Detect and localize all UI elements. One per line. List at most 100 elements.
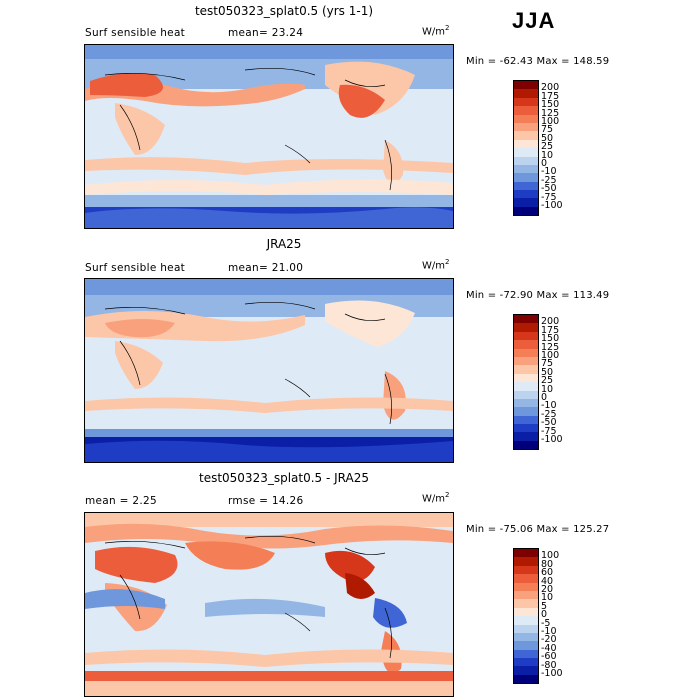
colorbar-tick-label: -10	[541, 400, 557, 412]
panel-1-title: test050323_splat0.5 (yrs 1-1)	[194, 4, 374, 18]
colorbar-tick-label: 175	[541, 90, 560, 102]
colorbar-segment	[514, 582, 538, 591]
colorbar-segment	[514, 206, 538, 216]
colorbar-segment	[514, 348, 538, 357]
colorbar-segment	[514, 407, 538, 416]
colorbar-tick-label: 80	[541, 558, 554, 570]
colorbar-tick-label: 75	[541, 358, 554, 370]
colorbar-segment	[514, 89, 538, 98]
colorbar-tick-label: 10	[541, 383, 554, 395]
colorbar-tick-label: 10	[541, 592, 554, 604]
colorbar-tick-label: 100	[541, 116, 560, 127]
panel-1-map	[84, 44, 454, 229]
colorbar-segment	[514, 549, 538, 558]
panel-3-title: test050323_splat0.5 - JRA25	[198, 471, 370, 485]
colorbar-tick-label: -100	[541, 434, 563, 445]
colorbar-segment	[514, 139, 538, 149]
colorbar-tick-label: 150	[541, 99, 560, 111]
colorbar-tick-label: 100	[541, 350, 560, 361]
colorbar-segment	[514, 440, 538, 450]
colorbar-tick-label: 25	[541, 375, 554, 387]
panel-2-colorbar	[513, 314, 539, 451]
colorbar-segment	[514, 565, 538, 575]
colorbar-tick-label: 20	[541, 584, 554, 595]
colorbar-tick-label: -10	[541, 626, 557, 637]
colorbar-tick-label: -50	[541, 417, 557, 429]
colorbar-tick-label: 25	[541, 141, 554, 153]
colorbar-segment	[514, 432, 538, 441]
panel-1-mean: mean= 23.24	[228, 27, 304, 39]
colorbar-tick-label: -75	[541, 191, 557, 203]
colorbar-segment	[514, 373, 538, 383]
colorbar-segment	[514, 557, 538, 566]
colorbar-segment	[514, 574, 538, 583]
panel-2-minmax: Min = -72.90 Max = 113.49	[466, 290, 610, 301]
colorbar-tick-label: -40	[541, 642, 557, 654]
panel-3-units: W/m2	[422, 491, 450, 505]
colorbar-segment	[514, 97, 538, 107]
colorbar-tick-label: -25	[541, 408, 557, 420]
colorbar-segment	[514, 424, 538, 433]
colorbar-segment	[514, 649, 538, 659]
colorbar-tick-label: 125	[541, 341, 560, 353]
colorbar-segment	[514, 148, 538, 157]
colorbar-segment	[514, 382, 538, 391]
season-label: JJA	[512, 8, 556, 33]
colorbar-tick-label: 50	[541, 132, 554, 144]
colorbar-segment	[514, 356, 538, 366]
panel-1-variable: Surf sensible heat	[85, 27, 186, 39]
colorbar-tick-label: 150	[541, 333, 560, 345]
colorbar-segment	[514, 415, 538, 425]
colorbar-segment	[514, 607, 538, 617]
panel-3-rmse: rmse = 14.26	[228, 495, 304, 507]
colorbar-tick-label: -25	[541, 174, 557, 186]
colorbar-tick-label: -80	[541, 659, 557, 671]
colorbar-tick-label: -10	[541, 166, 557, 178]
colorbar-segment	[514, 599, 538, 608]
panel-1-colorbar	[513, 80, 539, 217]
colorbar-segment	[514, 323, 538, 332]
colorbar-segment	[514, 190, 538, 199]
colorbar-tick-label: -50	[541, 183, 557, 195]
colorbar-tick-label: 50	[541, 366, 554, 378]
colorbar-tick-label: -75	[541, 425, 557, 437]
colorbar-tick-label: 75	[541, 124, 554, 136]
colorbar-segment	[514, 616, 538, 625]
colorbar-segment	[514, 181, 538, 191]
colorbar-tick-label: 5	[541, 600, 548, 612]
colorbar-tick-label: 200	[541, 82, 560, 94]
colorbar-tick-label: 125	[541, 107, 560, 119]
colorbar-segment	[514, 632, 538, 642]
colorbar-tick-label: 0	[541, 609, 548, 621]
colorbar-segment	[514, 131, 538, 140]
panel-2-title: JRA25	[266, 237, 302, 251]
colorbar-segment	[514, 624, 538, 633]
colorbar-tick-label: 0	[541, 392, 548, 403]
colorbar-tick-label: -100	[541, 668, 563, 679]
colorbar-segment	[514, 365, 538, 374]
colorbar-segment	[514, 641, 538, 650]
colorbar-segment	[514, 331, 538, 341]
colorbar-segment	[514, 122, 538, 132]
colorbar-segment	[514, 156, 538, 165]
colorbar-segment	[514, 164, 538, 174]
colorbar-segment	[514, 114, 538, 123]
colorbar-tick-label: 175	[541, 324, 560, 336]
colorbar-tick-label: 40	[541, 575, 554, 587]
colorbar-segment	[514, 315, 538, 324]
panel-2-map	[84, 278, 454, 463]
colorbar-segment	[514, 173, 538, 182]
colorbar-tick-label: -100	[541, 200, 563, 211]
colorbar-segment	[514, 340, 538, 349]
colorbar-tick-label: -20	[541, 634, 557, 646]
panel-2-units: W/m2	[422, 258, 450, 272]
colorbar-segment	[514, 590, 538, 600]
panel-1-minmax: Min = -62.43 Max = 148.59	[466, 56, 610, 67]
colorbar-segment	[514, 666, 538, 675]
panel-2-mean: mean= 21.00	[228, 262, 304, 274]
colorbar-segment	[514, 390, 538, 399]
colorbar-tick-label: 200	[541, 316, 560, 328]
panel-3-colorbar	[513, 548, 539, 685]
colorbar-segment	[514, 674, 538, 684]
colorbar-tick-label: 0	[541, 158, 548, 169]
